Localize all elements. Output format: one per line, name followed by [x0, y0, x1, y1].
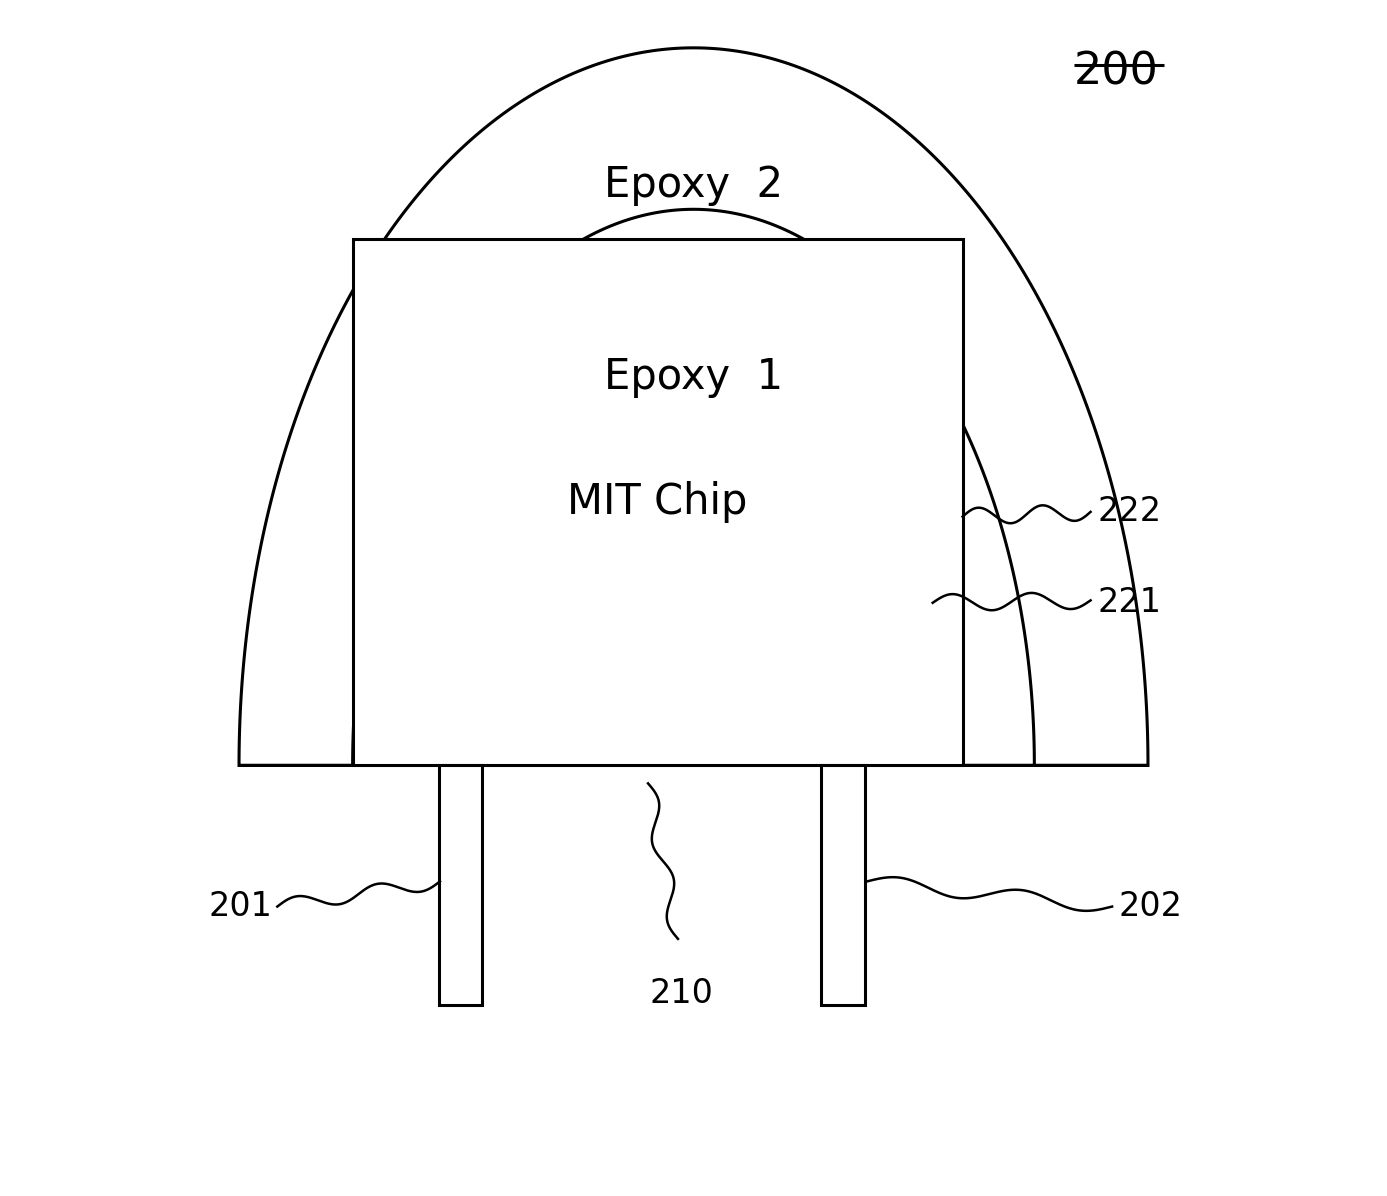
Text: 202: 202 [1118, 890, 1182, 923]
Text: Epoxy  1: Epoxy 1 [603, 355, 784, 398]
Text: 222: 222 [1097, 495, 1162, 529]
Text: 221: 221 [1097, 586, 1162, 620]
Polygon shape [352, 209, 1035, 765]
Text: Epoxy  2: Epoxy 2 [603, 164, 784, 207]
Text: 210: 210 [649, 977, 713, 1011]
Bar [352, 239, 963, 765]
Text: 200: 200 [1074, 50, 1158, 93]
Text: 201: 201 [208, 890, 272, 923]
Bar [438, 765, 481, 1005]
Bar [821, 765, 864, 1005]
Polygon shape [239, 48, 1148, 765]
Text: MIT Chip: MIT Chip [567, 481, 748, 524]
